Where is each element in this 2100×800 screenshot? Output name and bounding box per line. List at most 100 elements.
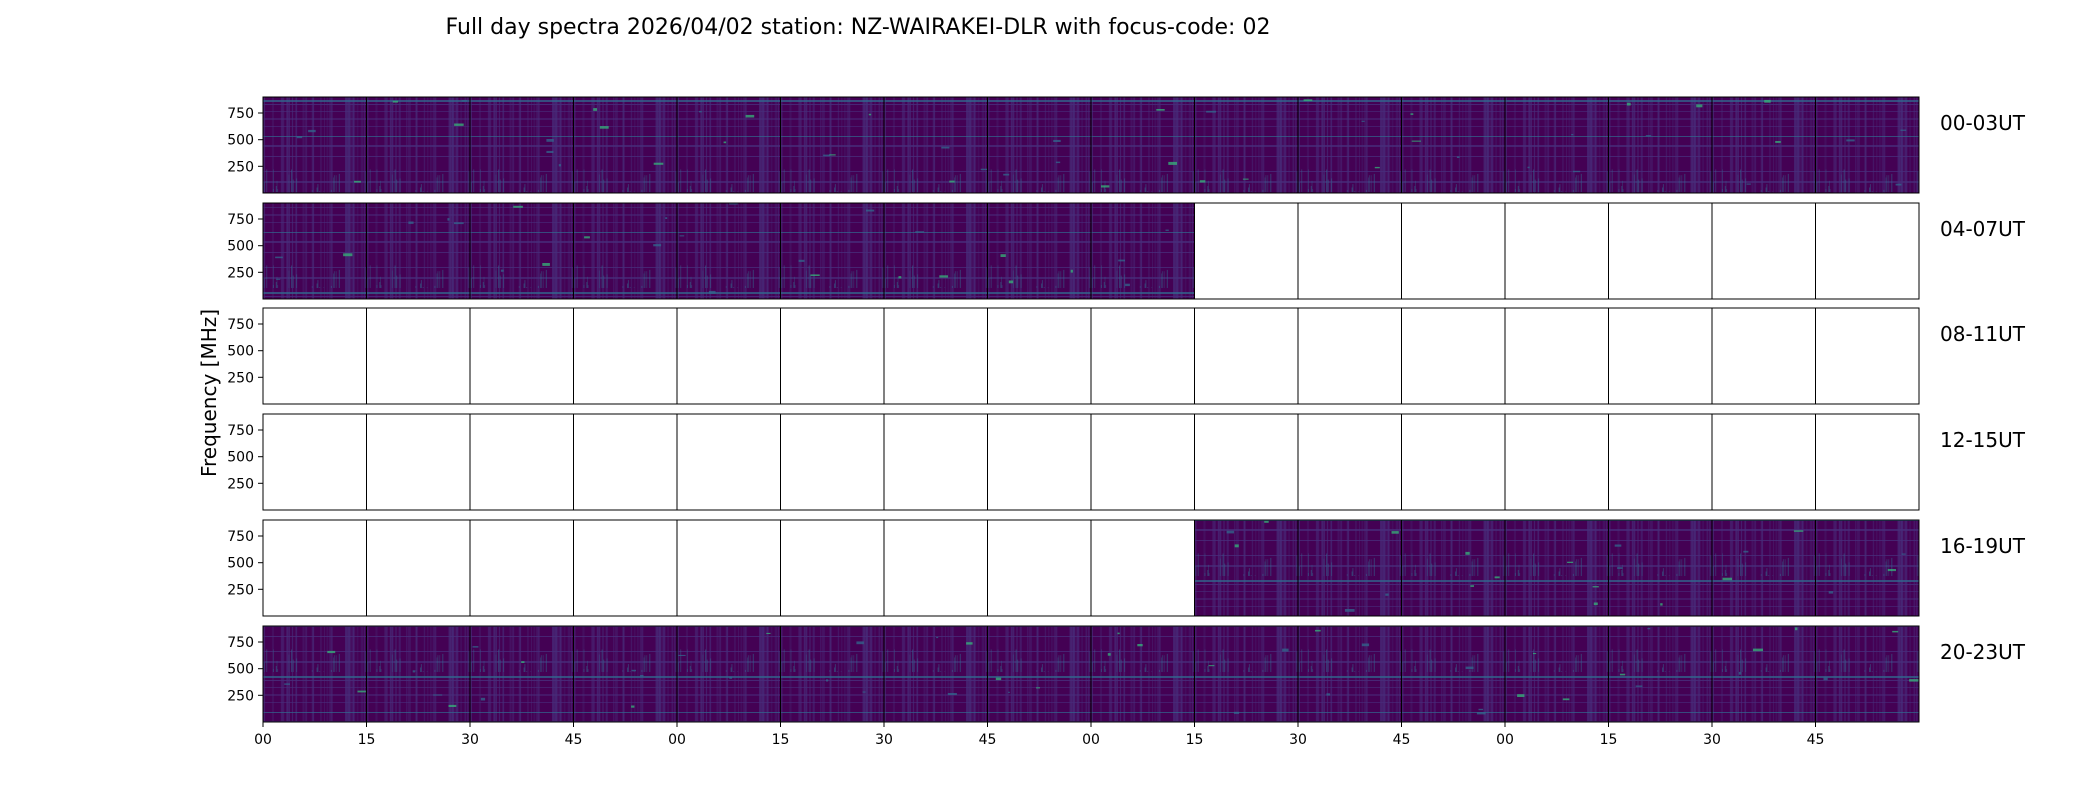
rfi-hotspot: [1465, 666, 1474, 669]
rfi-hotspot: [1909, 679, 1919, 682]
spectrum-panel: [1091, 97, 1195, 193]
empty-panel: [677, 308, 781, 404]
x-tick-label: 15: [1186, 732, 1204, 748]
rfi-hotspot: [1003, 173, 1010, 176]
rfi-hotspot: [500, 269, 504, 272]
rfi-hotspot: [275, 256, 283, 259]
spectra-row: 750 500 250 16-19UT: [227, 519, 2026, 617]
rfi-hotspot: [1361, 643, 1370, 647]
empty-panel: [1298, 414, 1402, 510]
rfi-hotspot: [1895, 183, 1902, 186]
spectra-row: 750 500 250 08-11UT: [227, 307, 2026, 405]
spectrum-panel: [263, 203, 367, 299]
empty-panel: [1815, 203, 1919, 299]
spectrum-panel: [677, 97, 781, 193]
rfi-hotspot: [631, 705, 635, 708]
rfi-hotspot: [408, 221, 414, 224]
rfi-hotspot: [1008, 691, 1010, 693]
spectrum-panel: [987, 97, 1091, 193]
rfi-hotspot: [599, 126, 609, 129]
rfi-hotspot: [866, 209, 875, 212]
rfi-hotspot: [995, 677, 1002, 681]
empty-panel: [573, 308, 677, 404]
rfi-hotspot: [1156, 109, 1165, 111]
spectrum-panel: [1298, 626, 1402, 722]
rfi-hotspot: [433, 694, 443, 696]
x-tick-label: 15: [772, 732, 790, 748]
rfi-hotspot: [447, 218, 450, 221]
rfi-hotspot: [947, 693, 957, 695]
spectrum-panel: [366, 203, 470, 299]
x-tick-label: 45: [1393, 732, 1411, 748]
y-tick-label: 500: [227, 556, 254, 572]
row-time-label: 08-11UT: [1940, 322, 2026, 346]
rfi-hotspot: [1476, 712, 1486, 715]
rfi-hotspot: [1660, 603, 1663, 606]
spectrum-panel: [884, 626, 988, 722]
rfi-hotspot: [472, 646, 479, 648]
spectrum-panel: [573, 203, 677, 299]
rfi-hotspot: [1614, 544, 1622, 547]
spectrum-panel: [1815, 626, 1919, 722]
rfi-hotspot: [1645, 135, 1652, 137]
empty-panel: [1505, 308, 1609, 404]
rfi-hotspot: [862, 691, 866, 693]
rfi-hotspot: [708, 290, 716, 294]
rfi-hotspot: [1828, 591, 1834, 594]
rfi-hotspot: [480, 697, 486, 701]
empty-panel: [1608, 203, 1712, 299]
empty-panel: [780, 520, 884, 616]
rfi-hotspot: [665, 217, 668, 219]
y-tick-label: 750: [227, 106, 254, 122]
spectrum-panel: [1608, 97, 1712, 193]
empty-panel: [470, 520, 574, 616]
panel-frame: [1815, 625, 1920, 723]
rfi-hotspot: [941, 146, 950, 149]
rfi-hotspot: [868, 113, 872, 116]
rfi-hotspot: [966, 642, 973, 645]
y-tick-label: 250: [227, 159, 254, 175]
empty-panel: [1815, 308, 1919, 404]
rfi-hotspot: [1795, 627, 1798, 631]
rfi-hotspot: [1647, 627, 1651, 630]
rfi-hotspot: [1117, 632, 1120, 635]
rfi-hotspot: [723, 141, 727, 144]
spectrum-panel: [884, 97, 988, 193]
spectrum-panel: [1505, 626, 1609, 722]
x-tick-label: 00: [668, 732, 686, 748]
panel-frame: [1815, 202, 1920, 300]
empty-panel: [1815, 414, 1919, 510]
rfi-hotspot: [1208, 665, 1215, 667]
rfi-hotspot: [823, 154, 831, 157]
rfi-hotspot: [1470, 585, 1474, 587]
rfi-hotspot: [1635, 685, 1643, 687]
empty-panel: [263, 414, 367, 510]
x-tick-label: 00: [1082, 732, 1100, 748]
rfi-hotspot: [915, 231, 924, 233]
rfi-hotspot: [1626, 102, 1631, 106]
rfi-hotspot: [1233, 711, 1240, 714]
rfi-hotspot: [856, 641, 864, 645]
spectrum-panel: [987, 203, 1091, 299]
rfi-hotspot: [392, 100, 398, 103]
rfi-hotspot: [1000, 254, 1006, 257]
rfi-hotspot: [1053, 139, 1061, 142]
rfi-hotspot: [898, 276, 902, 279]
rfi-hotspot: [1722, 577, 1732, 581]
spectrum-panel: [1712, 97, 1816, 193]
rfi-hotspot: [1517, 694, 1525, 697]
rfi-hotspot: [826, 679, 829, 682]
rfi-hotspot: [1892, 630, 1899, 633]
empty-panel: [1401, 203, 1505, 299]
x-tick-label: 30: [1289, 732, 1307, 748]
rfi-hotspot: [593, 108, 597, 111]
rfi-hotspot: [1900, 129, 1907, 131]
rfi-hotspot: [1008, 280, 1014, 284]
rfi-hotspot: [1775, 141, 1781, 143]
rfi-hotspot: [949, 180, 955, 183]
y-axis-label: Frequency [MHz]: [197, 309, 221, 477]
rfi-hotspot: [513, 205, 523, 208]
y-tick-label: 250: [227, 688, 254, 704]
spectrum-panel: [573, 97, 677, 193]
row-time-label: 00-03UT: [1940, 111, 2026, 135]
